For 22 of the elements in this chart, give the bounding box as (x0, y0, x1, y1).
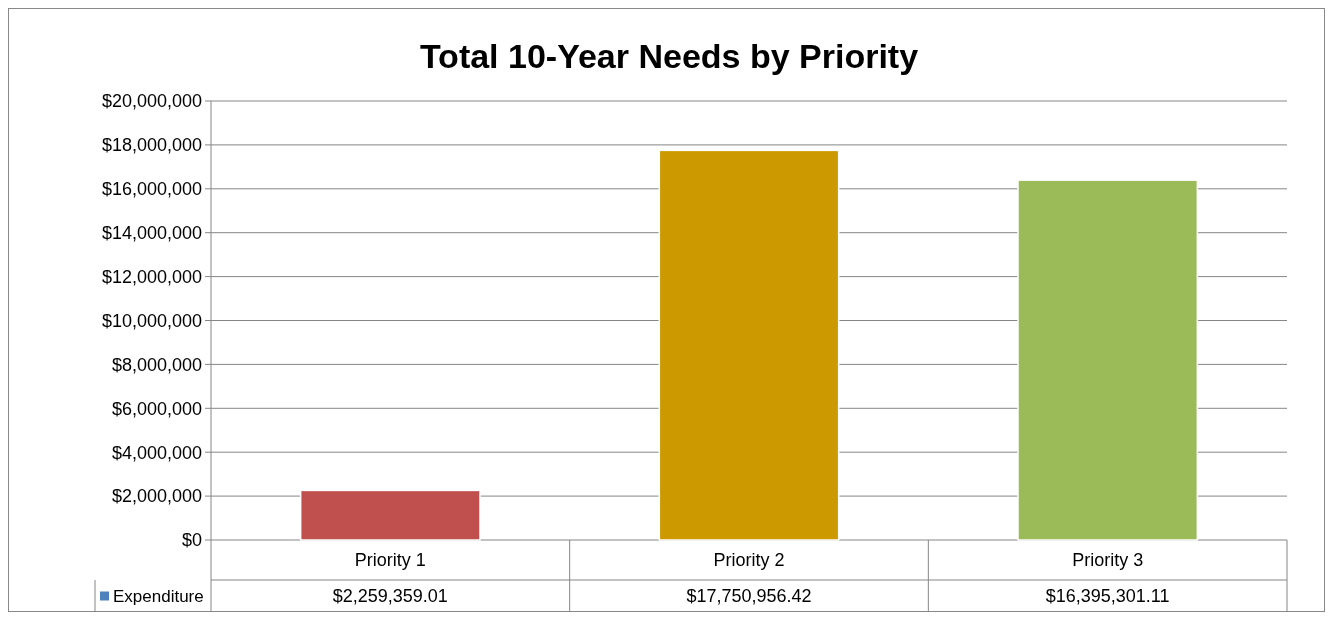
text: Expenditure (113, 586, 204, 606)
y-tick-label: $8,000,000 (111, 354, 202, 375)
y-tick-label: $0 (181, 530, 202, 551)
y-tick-label: $14,000,000 (101, 223, 202, 243)
data-label: $2,259,359.01 (332, 586, 448, 607)
x-tick-label: Priority 1 (354, 550, 426, 571)
y-tick-label: $20,000,000 (101, 91, 202, 112)
y-tick-label: $10,000,000 (101, 310, 202, 331)
bar (1017, 179, 1199, 541)
x-tick-label: Priority 2 (713, 550, 785, 571)
y-tick-label: $6,000,000 (111, 398, 202, 419)
x-tick-label: Priority 3 (1072, 550, 1144, 571)
bar (299, 489, 481, 541)
bar (658, 149, 840, 541)
y-tick-label: $4,000,000 (111, 442, 202, 463)
y-tick-label: $12,000,000 (101, 266, 202, 287)
data-label: $16,395,301.11 (1045, 586, 1170, 607)
y-tick-label: $18,000,000 (101, 135, 202, 156)
chart-title: Total 10-Year Needs by Priority (419, 37, 919, 75)
y-tick-label: $2,000,000 (111, 486, 202, 507)
y-tick-label: $16,000,000 (101, 179, 202, 200)
data-label: $17,750,956.42 (686, 586, 812, 607)
